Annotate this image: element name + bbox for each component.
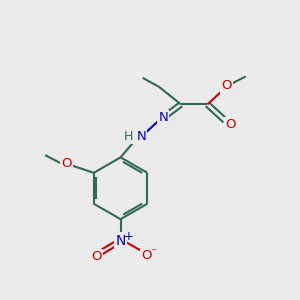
- Text: N: N: [116, 234, 126, 248]
- Text: +: +: [124, 230, 134, 243]
- Text: O: O: [91, 250, 102, 263]
- Text: H: H: [124, 130, 134, 143]
- Text: N: N: [158, 111, 168, 124]
- Text: O: O: [141, 249, 152, 262]
- Text: O: O: [225, 118, 236, 131]
- Text: O: O: [221, 79, 232, 92]
- Text: ⁻: ⁻: [150, 247, 156, 260]
- Text: N: N: [136, 130, 146, 143]
- Text: O: O: [61, 158, 72, 170]
